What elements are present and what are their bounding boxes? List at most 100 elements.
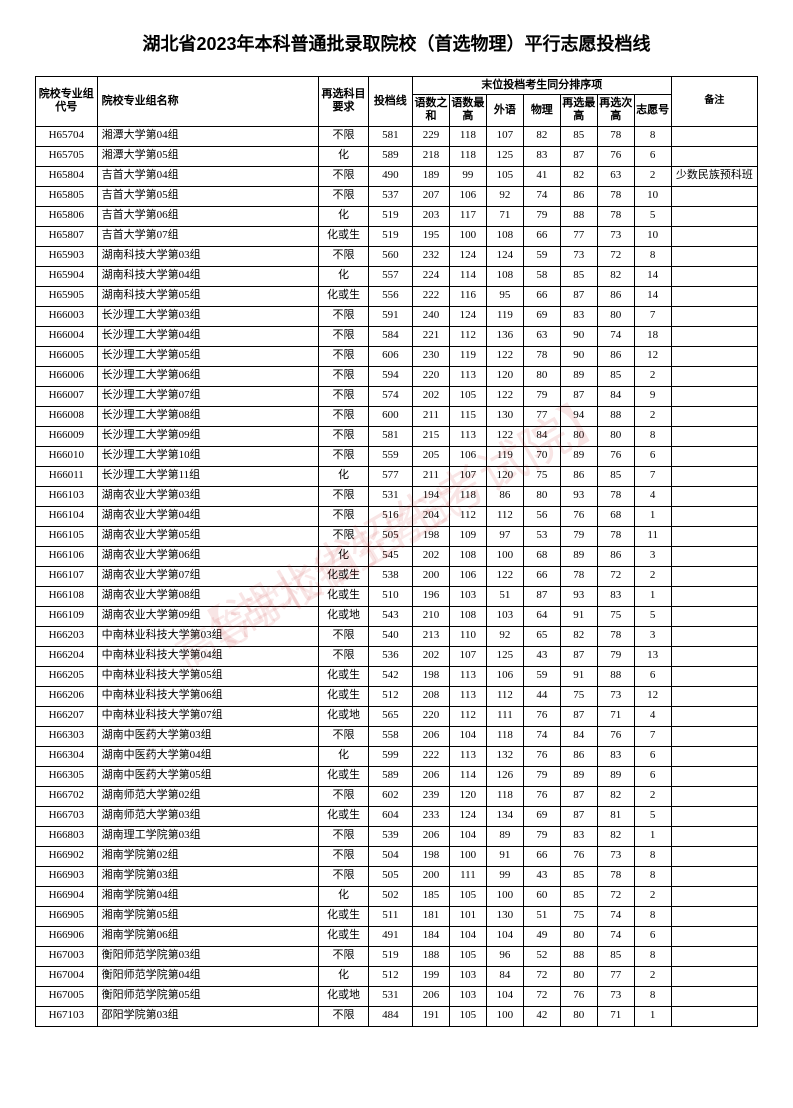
cell-score: 510 xyxy=(368,586,412,606)
cell-name: 湖南农业大学第08组 xyxy=(97,586,319,606)
cell-remark xyxy=(671,466,757,486)
cell-s3: 130 xyxy=(486,406,523,426)
table-row: H65805 吉首大学第05组 不限 537 207 106 92 74 86 … xyxy=(36,186,758,206)
cell-s3: 119 xyxy=(486,306,523,326)
cell-remark xyxy=(671,446,757,466)
cell-score: 602 xyxy=(368,786,412,806)
cell-s3: 92 xyxy=(486,186,523,206)
cell-name: 湖南农业大学第04组 xyxy=(97,506,319,526)
cell-score: 543 xyxy=(368,606,412,626)
cell-s4: 74 xyxy=(523,186,560,206)
cell-s1: 198 xyxy=(412,846,449,866)
cell-s4: 56 xyxy=(523,506,560,526)
cell-remark: 少数民族预科班 xyxy=(671,166,757,186)
cell-s5: 85 xyxy=(560,126,597,146)
cell-s7: 2 xyxy=(634,366,671,386)
cell-s2: 111 xyxy=(449,866,486,886)
cell-score: 556 xyxy=(368,286,412,306)
cell-s6: 79 xyxy=(597,646,634,666)
cell-s7: 5 xyxy=(634,806,671,826)
cell-name: 吉首大学第07组 xyxy=(97,226,319,246)
table-row: H66304 湖南中医药大学第04组 化 599 222 113 132 76 … xyxy=(36,746,758,766)
cell-name: 湖南中医药大学第04组 xyxy=(97,746,319,766)
cell-s5: 86 xyxy=(560,466,597,486)
cell-name: 湖南农业大学第05组 xyxy=(97,526,319,546)
cell-s5: 80 xyxy=(560,1006,597,1026)
cell-s3: 122 xyxy=(486,566,523,586)
cell-s3: 122 xyxy=(486,346,523,366)
cell-remark xyxy=(671,786,757,806)
cell-s6: 73 xyxy=(597,846,634,866)
cell-s7: 8 xyxy=(634,246,671,266)
cell-s3: 119 xyxy=(486,446,523,466)
table-row: H66005 长沙理工大学第05组 不限 606 230 119 122 78 … xyxy=(36,346,758,366)
cell-score: 537 xyxy=(368,186,412,206)
cell-s3: 89 xyxy=(486,826,523,846)
cell-s3: 118 xyxy=(486,726,523,746)
cell-s7: 7 xyxy=(634,306,671,326)
cell-s6: 78 xyxy=(597,186,634,206)
cell-name: 邵阳学院第03组 xyxy=(97,1006,319,1026)
cell-req: 化 xyxy=(319,466,368,486)
cell-code: H66204 xyxy=(36,646,98,666)
cell-s3: 136 xyxy=(486,326,523,346)
cell-s7: 6 xyxy=(634,666,671,686)
cell-s2: 110 xyxy=(449,626,486,646)
cell-s5: 75 xyxy=(560,686,597,706)
cell-score: 594 xyxy=(368,366,412,386)
cell-s5: 85 xyxy=(560,886,597,906)
cell-s6: 82 xyxy=(597,786,634,806)
cell-s3: 100 xyxy=(486,1006,523,1026)
cell-s5: 80 xyxy=(560,426,597,446)
cell-code: H66005 xyxy=(36,346,98,366)
cell-s1: 181 xyxy=(412,906,449,926)
cell-s5: 76 xyxy=(560,846,597,866)
header-sub5: 再选最高 xyxy=(560,95,597,126)
cell-s6: 68 xyxy=(597,506,634,526)
cell-s7: 2 xyxy=(634,406,671,426)
cell-score: 591 xyxy=(368,306,412,326)
cell-s6: 88 xyxy=(597,666,634,686)
cell-s3: 130 xyxy=(486,906,523,926)
cell-s3: 107 xyxy=(486,126,523,146)
cell-s6: 84 xyxy=(597,386,634,406)
cell-s1: 239 xyxy=(412,786,449,806)
cell-name: 湘南学院第02组 xyxy=(97,846,319,866)
cell-s1: 204 xyxy=(412,506,449,526)
table-row: H66906 湘南学院第06组 化或生 491 184 104 104 49 8… xyxy=(36,926,758,946)
cell-s7: 2 xyxy=(634,166,671,186)
cell-s7: 18 xyxy=(634,326,671,346)
cell-s6: 85 xyxy=(597,466,634,486)
cell-req: 不限 xyxy=(319,486,368,506)
cell-s7: 14 xyxy=(634,286,671,306)
cell-req: 不限 xyxy=(319,306,368,326)
cell-name: 湘潭大学第04组 xyxy=(97,126,319,146)
cell-s4: 87 xyxy=(523,586,560,606)
cell-s6: 85 xyxy=(597,366,634,386)
cell-code: H65705 xyxy=(36,146,98,166)
cell-s1: 218 xyxy=(412,146,449,166)
cell-score: 599 xyxy=(368,746,412,766)
cell-req: 化 xyxy=(319,886,368,906)
cell-name: 湖南科技大学第03组 xyxy=(97,246,319,266)
cell-s7: 8 xyxy=(634,906,671,926)
cell-s5: 85 xyxy=(560,866,597,886)
cell-name: 长沙理工大学第08组 xyxy=(97,406,319,426)
cell-s2: 104 xyxy=(449,926,486,946)
cell-score: 536 xyxy=(368,646,412,666)
cell-s4: 69 xyxy=(523,306,560,326)
cell-s1: 200 xyxy=(412,566,449,586)
cell-s5: 83 xyxy=(560,306,597,326)
cell-s2: 120 xyxy=(449,786,486,806)
cell-score: 540 xyxy=(368,626,412,646)
cell-score: 505 xyxy=(368,866,412,886)
table-row: H66103 湖南农业大学第03组 不限 531 194 118 86 80 9… xyxy=(36,486,758,506)
cell-req: 不限 xyxy=(319,626,368,646)
cell-s7: 2 xyxy=(634,786,671,806)
cell-s4: 63 xyxy=(523,326,560,346)
cell-s4: 76 xyxy=(523,786,560,806)
cell-s5: 91 xyxy=(560,606,597,626)
cell-s2: 113 xyxy=(449,746,486,766)
table-row: H65705 湘潭大学第05组 化 589 218 118 125 83 87 … xyxy=(36,146,758,166)
cell-s5: 91 xyxy=(560,666,597,686)
